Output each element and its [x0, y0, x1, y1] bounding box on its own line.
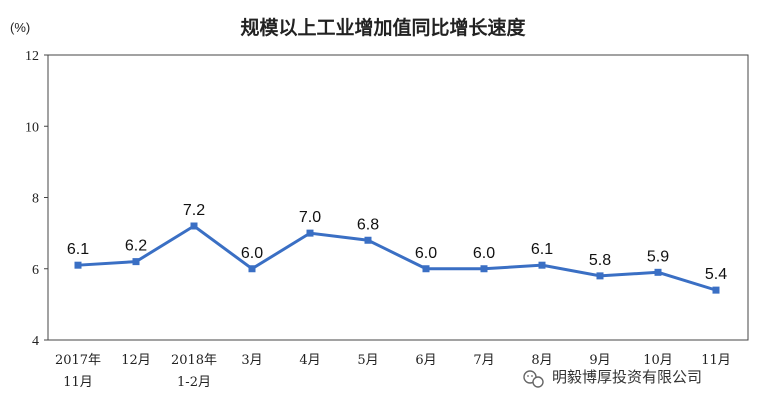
chart-title: 规模以上工业增加值同比增长速度: [240, 16, 526, 39]
x-tick-label: 2018年: [171, 353, 217, 368]
data-point: [596, 272, 604, 280]
x-tick-label: 8月: [531, 353, 552, 368]
data-label: 6.2: [125, 238, 147, 255]
data-label: 6.8: [357, 216, 379, 233]
x-tick-label: 9月: [589, 353, 610, 368]
x-tick-label: 12月: [121, 353, 151, 368]
wechat-icon: [523, 370, 544, 388]
data-label: 6.0: [241, 245, 263, 262]
data-point: [306, 229, 314, 237]
x-tick-label: 4月: [299, 353, 320, 368]
x-tick-label: 5月: [357, 353, 378, 368]
data-label: 7.0: [299, 209, 321, 226]
x-tick-label: 7月: [473, 353, 494, 368]
y-tick-label: 12: [25, 49, 39, 64]
data-point: [422, 265, 430, 273]
data-point: [248, 265, 256, 273]
x-tick-label-line2: 11月: [63, 375, 93, 390]
data-label: 5.8: [589, 252, 611, 269]
x-tick-label: 11月: [701, 353, 731, 368]
x-tick-label: 6月: [415, 353, 436, 368]
data-label: 5.9: [647, 248, 669, 265]
x-tick-label: 10月: [643, 353, 673, 368]
x-tick-label-line2: 1-2月: [177, 375, 211, 390]
x-tick-label: 3月: [241, 353, 262, 368]
y-tick-label: 10: [25, 120, 39, 135]
data-point: [364, 236, 372, 244]
data-point: [132, 258, 140, 266]
data-label: 6.0: [473, 245, 495, 262]
data-label: 7.2: [183, 202, 205, 219]
data-point: [190, 222, 198, 230]
data-label: 6.1: [531, 241, 553, 258]
data-point: [480, 265, 488, 273]
data-point: [538, 261, 546, 269]
data-point: [74, 261, 82, 269]
data-label: 5.4: [705, 266, 727, 283]
series-line: [77, 224, 717, 292]
data-label: 6.1: [67, 241, 89, 258]
y-tick-label: 6: [32, 263, 39, 278]
data-label: 6.0: [415, 245, 437, 262]
plot-area-frame: [47, 54, 749, 341]
watermark: 明毅博厚投资有限公司: [523, 368, 702, 388]
data-point: [654, 268, 662, 276]
data-point: [712, 286, 720, 294]
y-tick-label: 8: [32, 192, 39, 207]
watermark-text: 明毅博厚投资有限公司: [552, 368, 702, 386]
y-unit-label: (%): [10, 20, 30, 35]
y-tick-label: 4: [32, 334, 39, 349]
x-tick-label: 2017年: [55, 353, 101, 368]
